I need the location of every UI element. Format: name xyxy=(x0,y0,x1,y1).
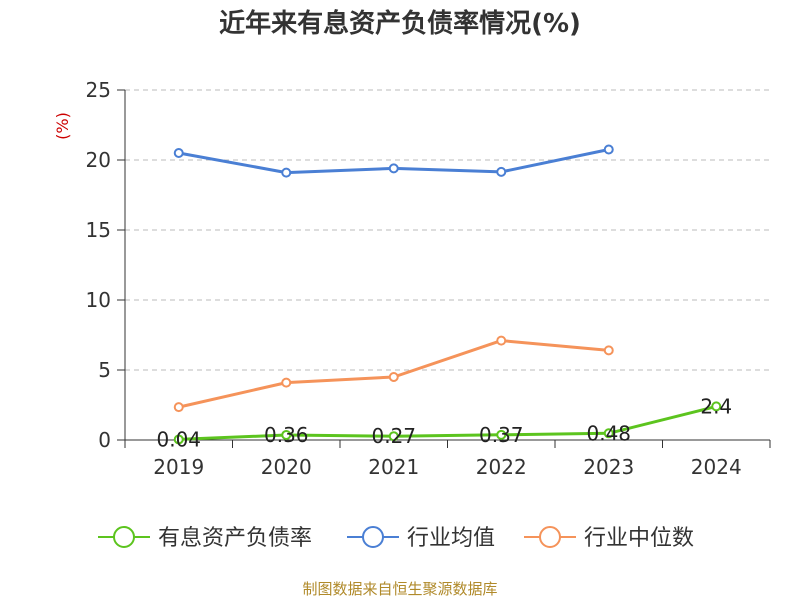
legend-label: 行业均值 xyxy=(407,526,495,551)
series-line xyxy=(178,404,717,441)
series-point xyxy=(603,345,614,356)
series-point xyxy=(281,167,292,178)
legend-label: 行业中位数 xyxy=(584,526,694,551)
series-point xyxy=(281,429,292,440)
data-label: 2.4 xyxy=(700,394,732,418)
legend-marker xyxy=(113,526,135,548)
y-tick-label: 10 xyxy=(86,288,111,312)
grid-lines xyxy=(125,89,770,371)
y-tick-label: 0 xyxy=(98,428,111,452)
series-point xyxy=(496,166,507,177)
series-layer xyxy=(173,144,722,445)
data-label: 0.37 xyxy=(479,423,524,447)
x-tick-label: 2022 xyxy=(476,455,527,479)
chart-title: 近年来有息资产负债率情况(%) xyxy=(219,8,581,39)
series-point xyxy=(388,431,399,442)
axes: 0 5 10 15 20 25 2019 2020 2021 2022 2023 2024 xyxy=(86,78,771,479)
y-tick-label: 15 xyxy=(86,218,111,242)
series-point xyxy=(388,163,399,174)
x-tick-label: 2023 xyxy=(583,455,634,479)
data-labels: 0.04 0.36 0.27 0.37 0.48 2.4 xyxy=(156,394,732,451)
series-point xyxy=(711,401,722,412)
series-point xyxy=(496,335,507,346)
series-point xyxy=(496,429,507,440)
y-axis-unit: (%) xyxy=(53,112,72,140)
x-tick-label: 2019 xyxy=(153,455,204,479)
x-tick-label: 2021 xyxy=(368,455,419,479)
series-point xyxy=(388,372,399,382)
y-tick-label: 20 xyxy=(86,148,111,172)
y-tick-label: 5 xyxy=(98,358,111,382)
legend-marker xyxy=(362,526,384,548)
series-point xyxy=(603,144,614,155)
series-point xyxy=(173,148,184,158)
y-tick-label: 25 xyxy=(86,78,111,102)
data-label: 0.36 xyxy=(264,423,309,447)
series-point xyxy=(173,434,184,445)
data-label: 0.48 xyxy=(586,421,631,445)
series-point xyxy=(281,377,292,388)
legend: 有息资产负债率 行业均值 行业中位数 xyxy=(98,526,694,551)
data-label: 0.27 xyxy=(371,424,416,448)
series-point xyxy=(173,402,184,413)
series-point xyxy=(603,428,614,439)
legend-marker xyxy=(539,526,561,548)
x-tick-label: 2024 xyxy=(691,455,742,479)
source-note: 制图数据来自恒生聚源数据库 xyxy=(302,580,497,598)
legend-label: 有息资产负债率 xyxy=(158,526,312,551)
data-label: 0.04 xyxy=(156,427,201,451)
x-tick-label: 2020 xyxy=(261,455,312,479)
